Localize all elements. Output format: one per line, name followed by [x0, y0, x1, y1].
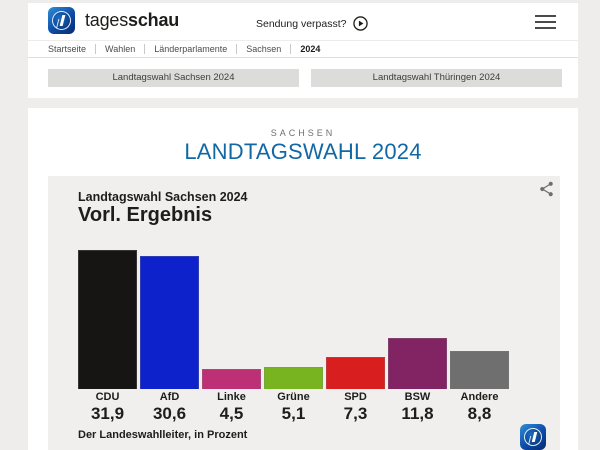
bar-bsw [388, 338, 447, 389]
chart-bars [78, 229, 509, 389]
page-kicker: SACHSEN [270, 128, 336, 138]
bar-andere [450, 351, 509, 389]
site-header: tagesschau Sendung verpasst? Startseite … [28, 3, 578, 98]
bar-spd [326, 357, 385, 389]
breadcrumb-separator [144, 44, 146, 54]
chart-value-labels: 31,9 30,6 4,5 5,1 7,3 11,8 8,8 [78, 404, 509, 424]
chart-title: Landtagswahl Sachsen 2024 [78, 190, 248, 204]
bar-value-label: 30,6 [152, 404, 187, 423]
tab-landtagswahl-sachsen[interactable]: Landtagswahl Sachsen 2024 [48, 69, 299, 87]
breadcrumb-item-sachsen[interactable]: Sachsen [246, 44, 282, 54]
bar-grne [264, 367, 323, 389]
page-title: LANDTAGSWAHL 2024 [184, 139, 422, 164]
bar-category-label: Grüne [277, 391, 310, 403]
chart-category-labels: CDU AfD Linke Grüne SPD BSW Andere [78, 391, 509, 403]
breadcrumb-separator [236, 44, 238, 54]
chart-subtitle: Vorl. Ergebnis [78, 204, 213, 226]
bar-value-label: 31,9 [90, 404, 125, 423]
breadcrumb: Startseite Wahlen Länderparlamente Sachs… [28, 40, 578, 58]
hamburger-menu-icon[interactable] [535, 15, 556, 33]
bar-category-label: BSW [404, 391, 431, 403]
result-chart-card: Landtagswahl Sachsen 2024 Vorl. Ergebnis… [48, 176, 560, 450]
bar-value-label: 7,3 [343, 404, 368, 423]
missed-broadcast-label: Sendung verpasst? [256, 17, 347, 30]
bar-linke [202, 369, 261, 389]
bar-cdu [78, 250, 137, 389]
main-content: SACHSEN LANDTAGSWAHL 2024 Landtagswahl S… [28, 108, 578, 450]
play-circle-icon[interactable] [353, 16, 369, 31]
bar-afd [140, 256, 199, 389]
breadcrumb-item-laenderparlamente[interactable]: Länderparlamente [154, 44, 228, 54]
bar-value-label: 8,8 [467, 404, 492, 423]
bar-category-label: AfD [159, 391, 180, 403]
breadcrumb-item-startseite[interactable]: Startseite [48, 44, 87, 54]
bar-value-label: 4,5 [219, 404, 244, 423]
wordmark-bold: schau [128, 10, 180, 30]
share-icon [539, 181, 553, 197]
chart-source: Der Landeswahlleiter, in Prozent [78, 429, 248, 441]
tagesschau-wordmark: tagesschau [85, 10, 179, 31]
breadcrumb-item-2024[interactable]: 2024 [300, 44, 321, 54]
bar-category-label: SPD [344, 391, 367, 403]
bar-value-label: 11,8 [401, 404, 434, 423]
share-button[interactable] [537, 181, 555, 199]
bar-value-label: 5,1 [281, 404, 306, 423]
tab-landtagswahl-thueringen[interactable]: Landtagswahl Thüringen 2024 [311, 69, 562, 87]
breadcrumb-separator [95, 44, 97, 54]
tagesschau-logo[interactable]: tagesschau [48, 7, 179, 34]
wordmark-regular: tages [85, 10, 129, 30]
breadcrumb-separator [290, 44, 292, 54]
bar-category-label: CDU [95, 391, 120, 403]
bar-category-label: Andere [460, 391, 499, 403]
tagesschau-app-icon [520, 424, 546, 450]
bar-category-label: Linke [217, 391, 246, 403]
tagesschau-globe-icon [48, 7, 75, 34]
missed-broadcast-link[interactable]: Sendung verpasst? [256, 16, 369, 31]
breadcrumb-item-wahlen[interactable]: Wahlen [105, 44, 136, 54]
